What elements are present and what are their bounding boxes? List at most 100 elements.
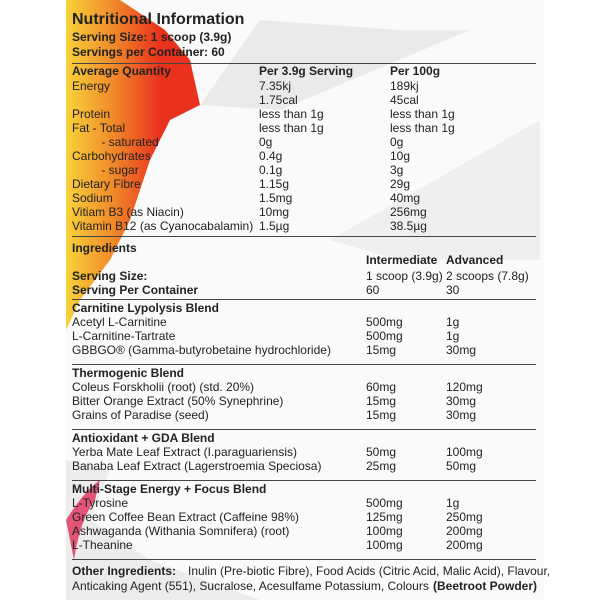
nutrient-name: Fat - Total <box>72 121 126 135</box>
intermediate-amount: 15mg <box>366 394 397 408</box>
per-100g-value: 45cal <box>390 93 419 107</box>
intermediate-amount: 100mg <box>366 524 403 538</box>
intermediate-value: 1 scoop (3.9g) <box>366 269 443 283</box>
divider <box>72 429 536 430</box>
ingredient-name: Acetyl L-Carnitine <box>72 315 167 329</box>
ingredient-name: L-Tyrosine <box>72 496 129 510</box>
ingredient-name: Yerba Mate Leaf Extract (I.paraguariensi… <box>72 445 298 459</box>
header-advanced: Advanced <box>446 253 504 267</box>
per-100g-value: 38.5µg <box>390 219 427 233</box>
intermediate-value: 60 <box>366 283 380 297</box>
intermediate-amount: 25mg <box>366 459 397 473</box>
per-serving-value: less than 1g <box>259 121 324 135</box>
advanced-amount: 120mg <box>446 380 483 394</box>
per-serving-value: 10mg <box>259 205 290 219</box>
intermediate-amount: 15mg <box>366 408 397 422</box>
nutrient-name: Carbohydrates <box>72 149 151 163</box>
advanced-amount: 200mg <box>446 524 483 538</box>
nutrient-name: Sodium <box>72 191 113 205</box>
advanced-value: 2 scoops (7.8g) <box>446 269 529 283</box>
nutrient-name: Vitamin B12 (as Cyanocabalamin) <box>72 219 254 233</box>
other-ingredients-label: Other Ingredients: <box>72 564 177 578</box>
flame-shape <box>66 0 200 330</box>
ingredients-title: Ingredients <box>72 241 137 255</box>
nutrient-name: Energy <box>72 79 111 93</box>
per-serving-value: 0g <box>259 135 273 149</box>
nutrient-name: - sugar <box>88 163 139 177</box>
per-serving-value: 0.1g <box>259 163 283 177</box>
header-per-serving: Per 3.9g Serving <box>259 64 354 78</box>
per-serving-value: 7.35kj <box>259 79 292 93</box>
per-serving-value: 0.4g <box>259 149 283 163</box>
serving-size: Serving Size: 1 scoop (3.9g) <box>72 30 232 44</box>
header-per-100g: Per 100g <box>390 64 441 78</box>
advanced-amount: 1g <box>446 315 460 329</box>
per-serving-value: 1.75cal <box>259 93 298 107</box>
per-100g-value: 256mg <box>390 205 427 219</box>
blend-name: Carnitine Lypolysis Blend <box>72 301 219 315</box>
blend-name: Antioxidant + GDA Blend <box>72 431 215 445</box>
advanced-value: 30 <box>446 283 460 297</box>
intermediate-amount: 500mg <box>366 315 403 329</box>
ingredient-name: Ashwaganda (Withania Somnifera) (root) <box>72 524 290 538</box>
ingredient-name: Grains of Paradise (seed) <box>72 408 209 422</box>
header-average-quantity: Average Quantity <box>72 64 171 78</box>
intermediate-amount: 50mg <box>366 445 397 459</box>
blend-name: Multi-Stage Energy + Focus Blend <box>72 482 267 496</box>
advanced-amount: 1g <box>446 329 460 343</box>
divider <box>72 63 536 64</box>
nutrient-name: Vitiam B3 (as Niacin) <box>72 205 184 219</box>
ingredient-row-label: Serving Per Container <box>72 283 199 297</box>
header-intermediate: Intermediate <box>366 253 438 267</box>
ingredient-name: Banaba Leaf Extract (Lagerstroemia Speci… <box>72 459 322 473</box>
ingredient-name: Coleus Forskholii (root) (std. 20%) <box>72 380 255 394</box>
per-serving-value: 1.15g <box>259 177 290 191</box>
advanced-amount: 30mg <box>446 343 477 357</box>
ingredient-name: GBBGO® (Gamma-butyrobetaine hydrochlorid… <box>72 343 331 357</box>
intermediate-amount: 100mg <box>366 538 403 552</box>
nutrient-name: Dietary Fibre <box>72 177 141 191</box>
per-100g-value: less than 1g <box>390 121 455 135</box>
advanced-amount: 30mg <box>446 394 477 408</box>
ingredient-name: Green Coffee Bean Extract (Caffeine 98%) <box>72 510 300 524</box>
advanced-amount: 100mg <box>446 445 483 459</box>
ingredient-name: L-Carnitine-Tartrate <box>72 329 176 343</box>
divider <box>72 559 536 560</box>
divider <box>72 299 536 300</box>
other-ingredients-text: Inulin (Pre-biotic Fibre), Food Acids (C… <box>188 564 551 578</box>
other-ingredients-text-2: Anticaking Agent (551), Sucralose, Acesu… <box>72 579 429 593</box>
nutrient-name: Protein <box>72 107 111 121</box>
divider <box>72 236 536 237</box>
per-serving-value: less than 1g <box>259 107 324 121</box>
ingredient-name: L-Theanine <box>72 538 133 552</box>
advanced-amount: 200mg <box>446 538 483 552</box>
per-100g-value: 10g <box>390 149 411 163</box>
per-100g-value: less than 1g <box>390 107 455 121</box>
advanced-amount: 50mg <box>446 459 477 473</box>
per-100g-value: 3g <box>390 163 404 177</box>
label-title: Nutritional Information <box>72 11 245 28</box>
ingredient-name: Bitter Orange Extract (50% Synephrine) <box>72 394 284 408</box>
intermediate-amount: 500mg <box>366 329 403 343</box>
per-100g-value: 40mg <box>390 191 421 205</box>
ingredient-row-label: Serving Size: <box>72 269 148 283</box>
per-100g-value: 29g <box>390 177 411 191</box>
per-100g-value: 189kj <box>390 79 419 93</box>
intermediate-amount: 60mg <box>366 380 397 394</box>
divider <box>72 480 536 481</box>
nutrient-name: - saturated <box>88 135 159 149</box>
per-serving-value: 1.5µg <box>259 219 290 233</box>
intermediate-amount: 125mg <box>366 510 403 524</box>
blend-name: Thermogenic Blend <box>72 366 185 380</box>
other-ingredients-bold: (Beetroot Powder) <box>433 579 538 593</box>
advanced-amount: 30mg <box>446 408 477 422</box>
intermediate-amount: 500mg <box>366 496 403 510</box>
advanced-amount: 250mg <box>446 510 483 524</box>
intermediate-amount: 15mg <box>366 343 397 357</box>
advanced-amount: 1g <box>446 496 460 510</box>
per-serving-value: 1.5mg <box>259 191 293 205</box>
servings-per-container: Servings per Container: 60 <box>72 45 225 59</box>
divider <box>72 364 536 365</box>
per-100g-value: 0g <box>390 135 404 149</box>
